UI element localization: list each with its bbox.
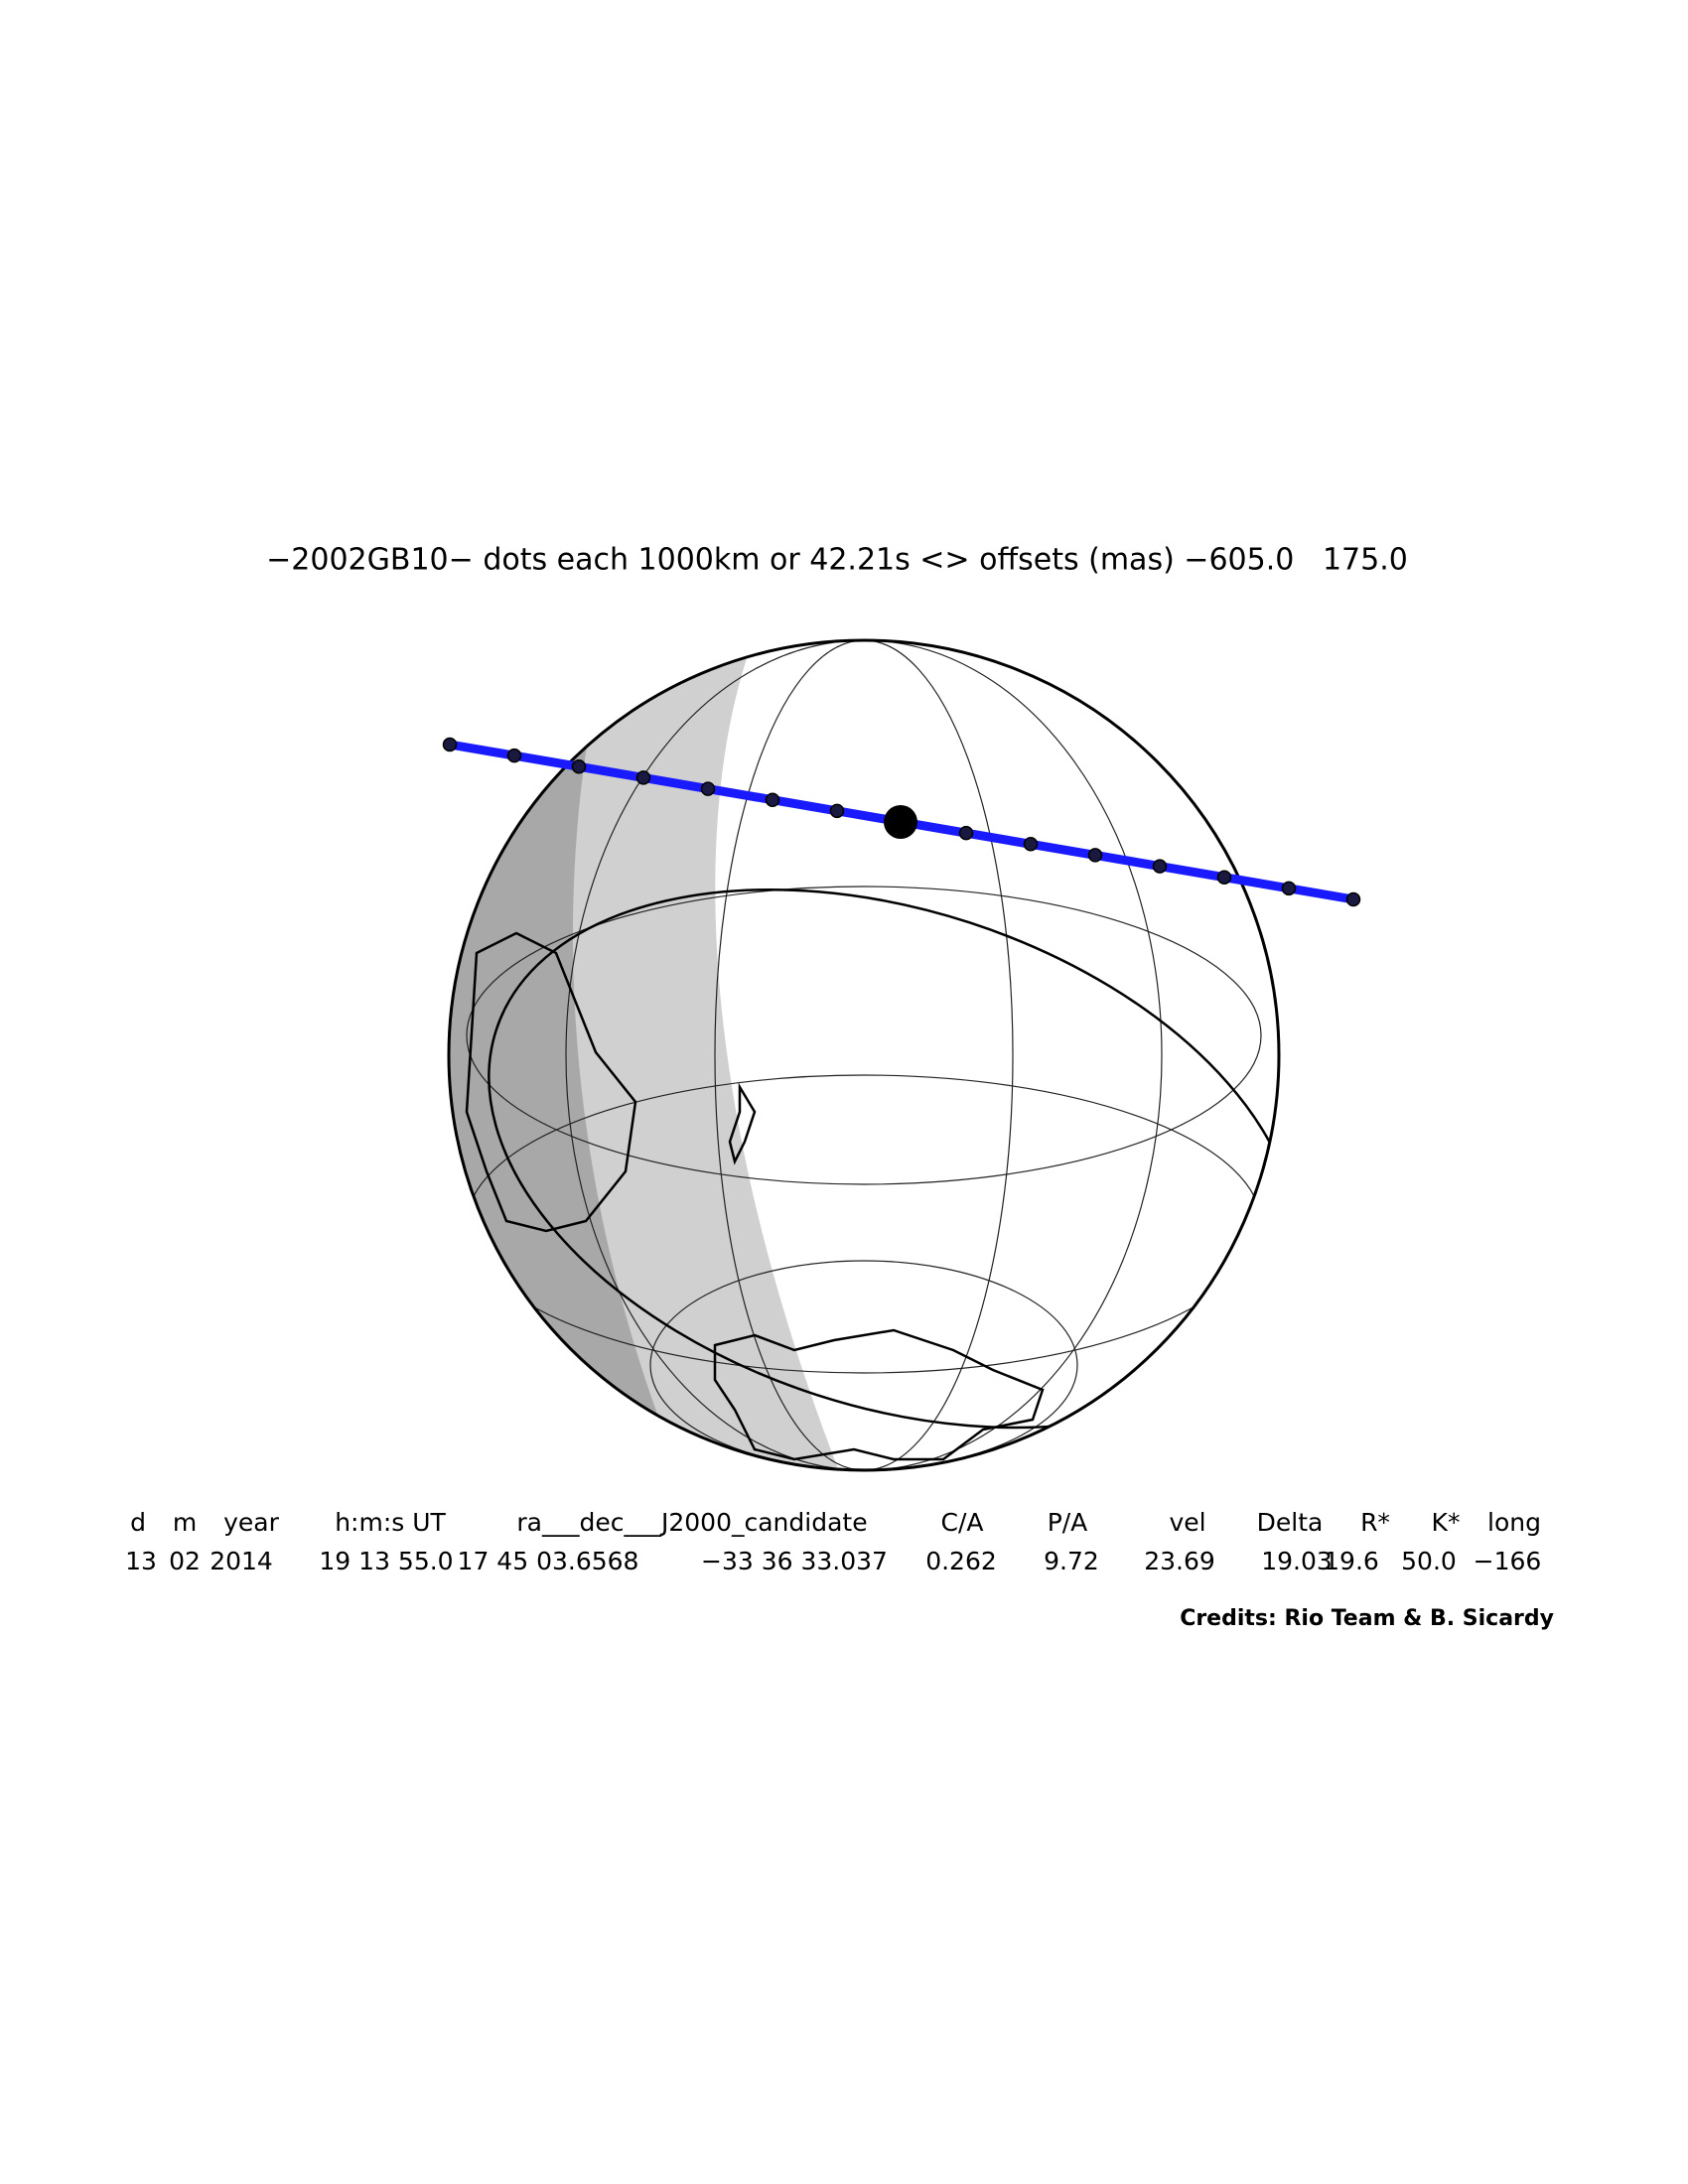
table-value: −33 36 33.037 — [701, 1547, 888, 1575]
table-value: 19.03 — [1261, 1547, 1333, 1575]
table-header: P/A — [1048, 1508, 1088, 1537]
track-dot — [1281, 881, 1297, 896]
track-dot — [635, 770, 651, 785]
table-header: R* — [1360, 1508, 1390, 1537]
table-header: long — [1487, 1508, 1541, 1537]
track-dot — [1216, 870, 1232, 885]
table-value: 19 13 55.0 — [319, 1547, 453, 1575]
table-value: 50.0 — [1401, 1547, 1457, 1575]
track-dot — [700, 781, 716, 796]
title: −2002GB10− dots each 1000km or 42.21s <>… — [266, 543, 1408, 578]
track-dot — [1152, 859, 1168, 874]
table-value: 17 45 03.6568 — [458, 1547, 639, 1575]
track-dot — [1023, 837, 1039, 852]
table-value: 0.262 — [925, 1547, 997, 1575]
table-header: m — [173, 1508, 197, 1537]
table-header: ra___dec___J2000_candidate — [516, 1508, 867, 1537]
table-header: Delta — [1257, 1508, 1324, 1537]
table-header: h:m:s UT — [335, 1508, 446, 1537]
table-value: 2014 — [210, 1547, 273, 1575]
occultation-track — [442, 737, 1361, 907]
body-position — [884, 805, 917, 839]
track-dot — [829, 803, 845, 819]
track-dot — [765, 792, 780, 807]
track-dot — [1345, 891, 1361, 907]
globe — [447, 638, 1281, 1472]
track-dot — [506, 748, 522, 763]
table-header: vel — [1169, 1508, 1205, 1537]
track-dot — [571, 759, 587, 774]
table-value: 13 — [125, 1547, 157, 1575]
table-header: C/A — [941, 1508, 984, 1537]
table-header: d — [130, 1508, 146, 1537]
track-dot — [958, 825, 974, 841]
table-header: K* — [1432, 1508, 1461, 1537]
credits: Credits: Rio Team & B. Sicardy — [1180, 1606, 1554, 1631]
track-dot — [1087, 848, 1103, 863]
table-value: 02 — [169, 1547, 201, 1575]
table-value: 19.6 — [1324, 1547, 1379, 1575]
table-header: year — [223, 1508, 279, 1537]
track-dot — [442, 737, 458, 752]
table-value: 9.72 — [1044, 1547, 1099, 1575]
table-value: 23.69 — [1144, 1547, 1215, 1575]
table-value: −166 — [1474, 1547, 1542, 1575]
